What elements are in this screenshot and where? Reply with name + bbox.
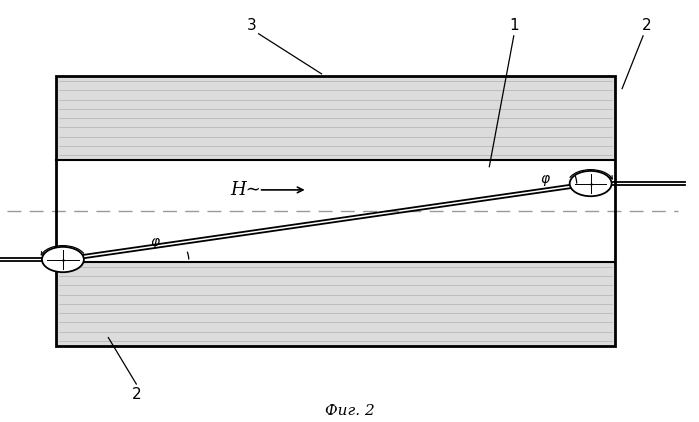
Text: 1: 1	[509, 18, 519, 33]
Bar	[56, 76, 615, 346]
Text: 2: 2	[642, 18, 651, 33]
Circle shape	[570, 171, 612, 196]
Circle shape	[42, 247, 84, 272]
Text: Фиг. 2: Фиг. 2	[324, 404, 375, 419]
Text: φ: φ	[540, 172, 549, 186]
Text: φ: φ	[150, 235, 159, 249]
Text: 2: 2	[131, 387, 141, 402]
Text: H∼: H∼	[231, 181, 261, 199]
Bar	[56, 262, 615, 346]
Bar	[56, 76, 615, 160]
Text: 3: 3	[247, 18, 257, 33]
